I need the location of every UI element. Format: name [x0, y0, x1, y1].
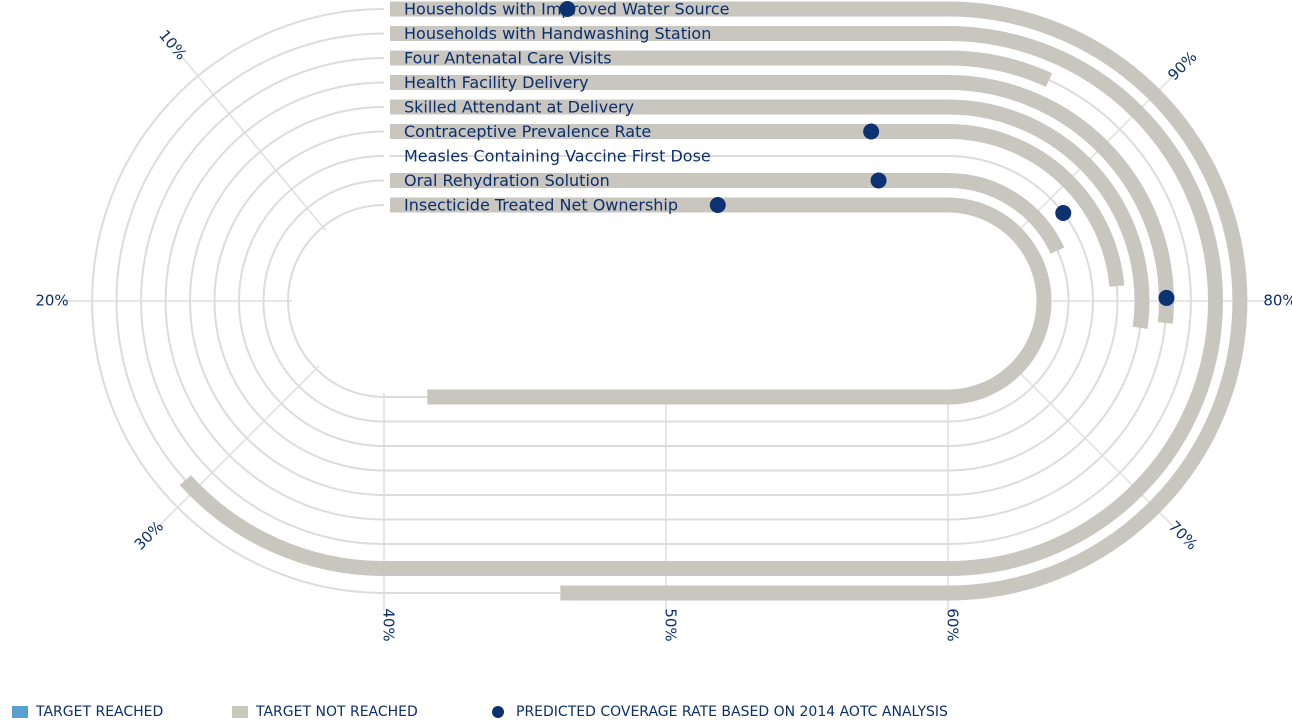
series-label: Measles Containing Vaccine First Dose	[404, 147, 711, 166]
series-label: Contraceptive Prevalence Rate	[404, 122, 651, 141]
predicted-dot	[1055, 205, 1072, 222]
coverage-bar	[109, 26, 1223, 576]
spoke-1	[179, 53, 326, 231]
series-label: Health Facility Delivery	[404, 73, 589, 92]
series-label: Insecticide Treated Net Ownership	[404, 196, 678, 215]
coverage-bar	[84, 1, 1248, 601]
coverage-bars	[84, 1, 1248, 601]
percent-spokes	[64, 53, 1268, 611]
legend: TARGET REACHED TARGET NOT REACHED PREDICTE…	[12, 704, 948, 720]
coverage-bar	[182, 99, 1150, 503]
predicted-dot	[863, 123, 880, 140]
legend-label: PREDICTED COVERAGE RATE BASED ON 2014 AO…	[516, 704, 948, 720]
coverage-bar	[280, 197, 1052, 405]
track	[287, 204, 1045, 398]
predicted-markers	[559, 1, 1175, 306]
legend-item: TARGET NOT REACHED	[232, 704, 418, 720]
track	[262, 179, 1070, 423]
legend-label: TARGET REACHED	[35, 704, 163, 720]
track	[238, 155, 1094, 447]
coverage-bar	[158, 75, 1174, 527]
series-label: Households with Handwashing Station	[404, 24, 711, 43]
legend-item: TARGET REACHED	[12, 704, 163, 720]
series-label: Households with Improved Water Source	[404, 0, 730, 19]
legend-item: PREDICTED COVERAGE RATE BASED ON 2014 AO…	[492, 704, 948, 720]
legend-label: TARGET NOT REACHED	[255, 704, 418, 720]
spoke-7	[1012, 365, 1175, 528]
predicted-dot	[709, 197, 726, 213]
predicted-dot	[1158, 289, 1175, 306]
tick-label: 50%	[662, 608, 680, 641]
series-label: Skilled Attendant at Delivery	[404, 98, 634, 117]
tick-label: 10%	[155, 26, 190, 63]
legend-swatch	[12, 706, 28, 718]
predicted-dot	[870, 172, 887, 189]
coverage-bar	[256, 173, 1076, 429]
spoke-9	[1012, 74, 1175, 237]
tick-label: 20%	[35, 292, 68, 310]
tick-label: 40%	[380, 608, 398, 641]
predicted-dot	[559, 1, 576, 17]
spoke-3	[157, 365, 320, 528]
tick-label: 80%	[1263, 292, 1292, 310]
legend-swatch	[232, 706, 248, 718]
series-label: Four Antenatal Care Visits	[404, 49, 612, 68]
series-label: Oral Rehydration Solution	[404, 171, 610, 190]
tick-label: 60%	[944, 608, 962, 641]
coverage-bar	[207, 124, 1125, 478]
series-labels: Households with Improved Water Source Hou…	[404, 0, 730, 215]
legend-swatch	[492, 706, 504, 718]
track	[140, 57, 1192, 545]
